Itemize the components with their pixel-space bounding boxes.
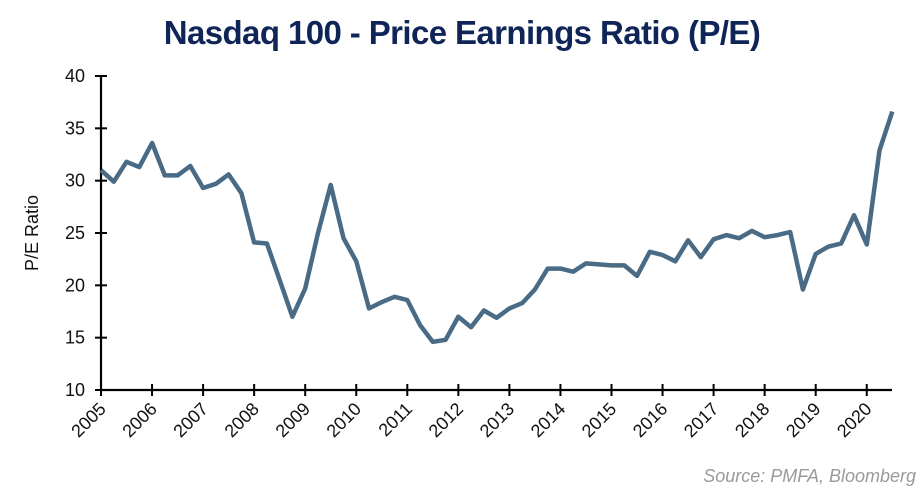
y-tick-label: 25: [65, 223, 85, 243]
chart-title: Nasdaq 100 - Price Earnings Ratio (P/E): [163, 14, 761, 51]
source-note: Source: PMFA, Bloomberg: [703, 466, 916, 486]
x-tick-label: 2008: [221, 399, 263, 441]
x-tick-label: 2010: [323, 399, 365, 441]
x-tick-label: 2014: [527, 399, 569, 441]
pe-ratio-line: [99, 110, 895, 345]
y-tick-label: 40: [65, 66, 85, 86]
y-tick-label: 15: [65, 328, 85, 348]
x-tick-label: 2007: [169, 399, 211, 441]
x-tick-label: 2005: [67, 399, 109, 441]
x-tick-label: 2013: [476, 399, 518, 441]
x-tick-label: 2012: [425, 399, 467, 441]
y-tick-label: 20: [65, 275, 85, 295]
y-tick-label: 10: [65, 380, 85, 400]
y-tick-label: 35: [65, 118, 85, 138]
x-tick-label: 2020: [833, 399, 875, 441]
x-tick-label: 2015: [578, 399, 620, 441]
x-tick-label: 2016: [629, 399, 671, 441]
y-axis-label: P/E Ratio: [22, 195, 42, 271]
x-tick-label: 2019: [782, 399, 824, 441]
x-tick-label: 2011: [375, 399, 417, 441]
y-tick-label: 30: [65, 171, 85, 191]
x-tick-label: 2009: [272, 399, 314, 441]
x-tick-label: 2006: [118, 399, 160, 441]
x-tick-label: 2018: [731, 399, 773, 441]
x-tick-label: 2017: [680, 399, 722, 441]
